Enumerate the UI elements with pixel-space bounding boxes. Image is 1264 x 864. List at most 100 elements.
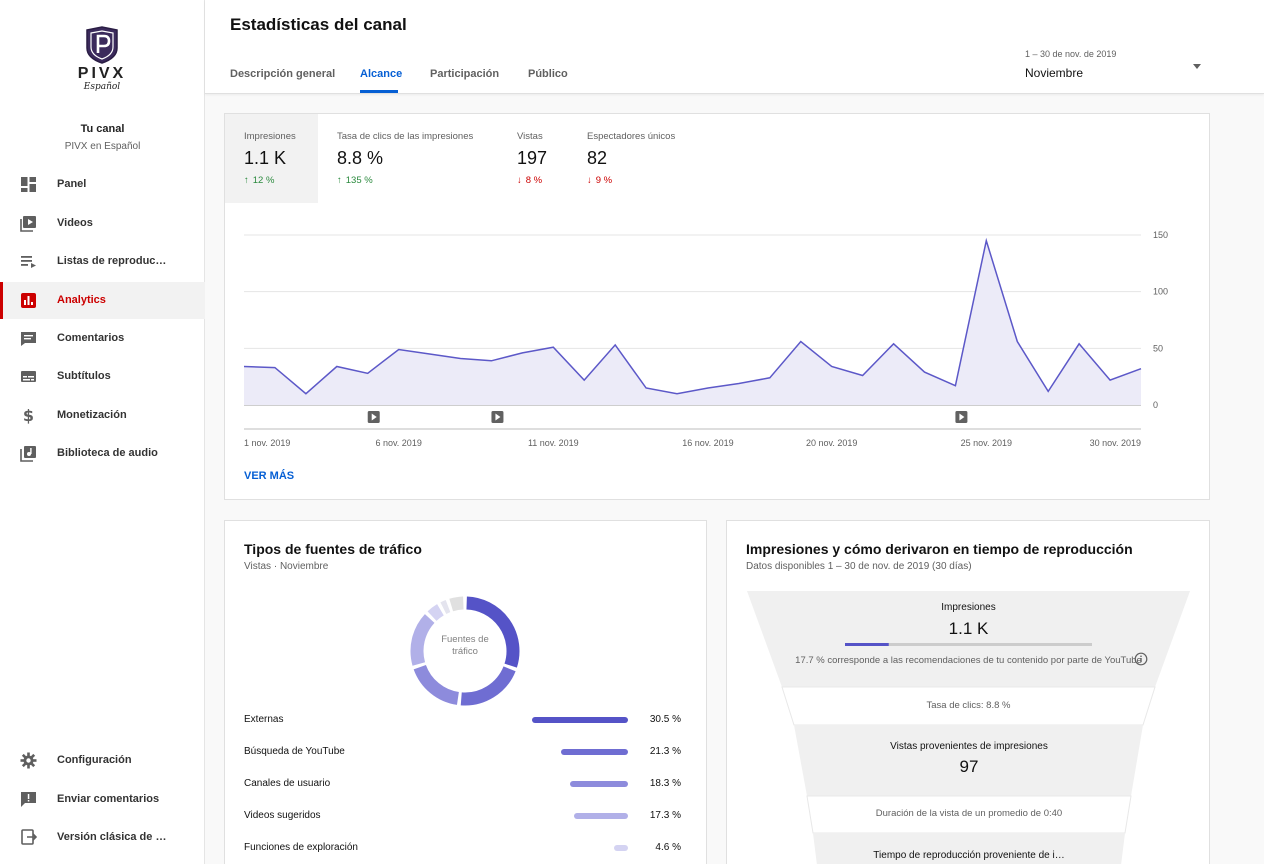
sidebar-item-label: Biblioteca de audio [57, 447, 158, 459]
traffic-source-row[interactable]: Canales de usuario 18.3 % [244, 775, 684, 795]
donut-slice[interactable] [410, 614, 435, 666]
sidebar-item-panel[interactable]: Panel [0, 166, 205, 203]
gear-icon [20, 752, 37, 769]
series-line[interactable] [243, 237, 1142, 395]
traffic-donut-chart[interactable] [225, 586, 708, 716]
sidebar-item-classic-studio[interactable]: Versión clásica de Creat… [0, 819, 205, 856]
sidebar-item-label: Versión clásica de Creat… [57, 831, 169, 843]
metric-delta: ↑ 135 % [337, 175, 498, 186]
donut-slice[interactable] [460, 666, 516, 706]
traffic-source-row[interactable]: Funciones de exploración 4.6 % [244, 839, 684, 859]
traffic-source-row[interactable]: Videos sugeridos 17.3 % [244, 807, 684, 827]
metric-delta-value: 9 % [595, 175, 613, 186]
recommendation-bar-fill [845, 643, 889, 646]
sidebar-item-videos[interactable]: Videos [0, 205, 205, 242]
donut-slice[interactable] [413, 664, 460, 705]
date-range: 1 – 30 de nov. de 2019 [1025, 49, 1117, 59]
caret-down-icon [1193, 64, 1201, 69]
sidebar-item-settings[interactable]: Configuración [0, 742, 205, 779]
traffic-source-pct: 17.3 % [649, 810, 681, 821]
metric-label: Vistas [517, 131, 543, 142]
traffic-source-bar [560, 749, 628, 755]
tab-engagement[interactable]: Participación [430, 68, 500, 80]
donut-slice[interactable] [440, 600, 451, 614]
funnel-stage-views [794, 725, 1143, 796]
video-marker-icon[interactable] [955, 411, 968, 423]
y-tick-label: 100 [1153, 287, 1168, 297]
funnel-ctr: Tasa de clics: 8.8 % [926, 700, 1011, 711]
recommendation-bar-track [845, 643, 1092, 646]
metric-delta-value: 12 % [252, 175, 275, 186]
traffic-source-bar [570, 781, 628, 787]
sidebar-item-subtitles[interactable]: Subtítulos [0, 358, 205, 395]
metric-label: Espectadores únicos [587, 131, 676, 142]
video-marker-icon[interactable] [367, 411, 380, 423]
funnel-impressions-value: 1.1 K [948, 619, 989, 638]
metric-views[interactable]: Vistas 197 ↓ 8 % [498, 114, 568, 203]
impressions-chart[interactable]: 150 100 50 0 1 nov. 2019 6 nov. 2019 11 nov. 2… [225, 214, 1209, 454]
info-icon[interactable] [1134, 652, 1148, 666]
sidebar-item-audio-library[interactable]: Biblioteca de audio [0, 435, 205, 472]
channel-name[interactable]: PIVX en Español [64, 141, 141, 152]
svg-text:$: $ [23, 407, 34, 424]
traffic-source-bar [613, 845, 628, 851]
pivx-shield-icon [86, 26, 118, 64]
card-title: Tipos de fuentes de tráfico [244, 541, 422, 557]
metric-value: 82 [587, 148, 608, 168]
traffic-sources-card: Tipos de fuentes de tráfico Vistas · Nov… [224, 520, 707, 864]
arrow-up-icon: ↑ [337, 175, 342, 186]
metric-delta-value: 135 % [345, 175, 373, 186]
donut-slice[interactable] [427, 604, 444, 621]
tab-overview[interactable]: Descripción general [230, 68, 336, 80]
funnel-diagram [747, 591, 1190, 864]
y-tick-label: 0 [1153, 400, 1158, 410]
sidebar-item-comments[interactable]: Comentarios [0, 320, 205, 357]
sidebar-item-analytics[interactable]: Analytics [0, 282, 205, 319]
channel-logo[interactable]: PIVX Español [76, 26, 128, 98]
donut-slice[interactable] [466, 596, 520, 668]
sidebar-item-label: Listas de reproducci… [57, 255, 169, 267]
x-tick-label: 20 nov. 2019 [806, 438, 857, 448]
sidebar-item-label: Monetización [57, 409, 127, 421]
logo-script: Español [83, 82, 121, 92]
funnel-stage-watch-time [813, 833, 1125, 864]
card-subtitle: Datos disponibles 1 – 30 de nov. de 2019… [746, 561, 972, 572]
sidebar-item-monetization[interactable]: $ Monetización [0, 397, 205, 434]
x-tick-label: 30 nov. 2019 [1090, 438, 1141, 448]
donut-slice[interactable] [449, 596, 464, 612]
sidebar-item-playlists[interactable]: Listas de reproducci… [0, 243, 205, 280]
feedback-icon [21, 792, 36, 807]
sidebar-item-label: Configuración [57, 754, 132, 766]
arrow-down-icon: ↓ [587, 175, 592, 186]
metric-delta-value: 8 % [525, 175, 543, 186]
see-more-link[interactable]: VER MÁS [244, 470, 295, 482]
y-tick-label: 50 [1153, 343, 1163, 353]
sidebar-item-label: Panel [57, 178, 87, 190]
funnel-impressions-label: Impresiones [941, 602, 996, 613]
tab-audience[interactable]: Público [528, 68, 568, 80]
x-tick-label: 16 nov. 2019 [682, 438, 733, 448]
traffic-source-bar [573, 813, 628, 819]
metric-value: 8.8 % [337, 148, 384, 168]
traffic-source-name: Funciones de exploración [244, 842, 358, 853]
traffic-source-row[interactable]: Externas 30.5 % [244, 711, 684, 731]
sidebar-item-label: Enviar comentarios [57, 793, 160, 805]
metric-label: Impresiones [244, 131, 296, 142]
audio-library-icon [20, 446, 36, 462]
traffic-source-name: Búsqueda de YouTube [244, 746, 345, 757]
metric-unique-viewers[interactable]: Espectadores únicos 82 ↓ 9 % [568, 114, 698, 203]
metric-ctr[interactable]: Tasa de clics de las impresiones 8.8 % ↑… [318, 114, 498, 203]
metric-impressions[interactable]: Impresiones 1.1 K ↑ 12 % [225, 114, 318, 203]
donut-center-label: Fuentes de tráfico [441, 634, 489, 657]
traffic-source-row[interactable]: Búsqueda de YouTube 21.3 % [244, 743, 684, 763]
dashboard-icon [21, 177, 36, 192]
video-marker-icon[interactable] [491, 411, 504, 423]
tab-reach[interactable]: Alcance [360, 68, 403, 80]
traffic-source-name: Videos sugeridos [244, 810, 321, 821]
impressions-funnel-card: Impresiones y cómo derivaron en tiempo d… [726, 520, 1210, 864]
page-title: Estadísticas del canal [230, 15, 407, 34]
subtitles-icon [21, 371, 36, 382]
date-value: Noviembre [1025, 66, 1084, 80]
funnel-stage-impressions [747, 591, 1190, 687]
sidebar-item-feedback[interactable]: Enviar comentarios [0, 781, 205, 818]
